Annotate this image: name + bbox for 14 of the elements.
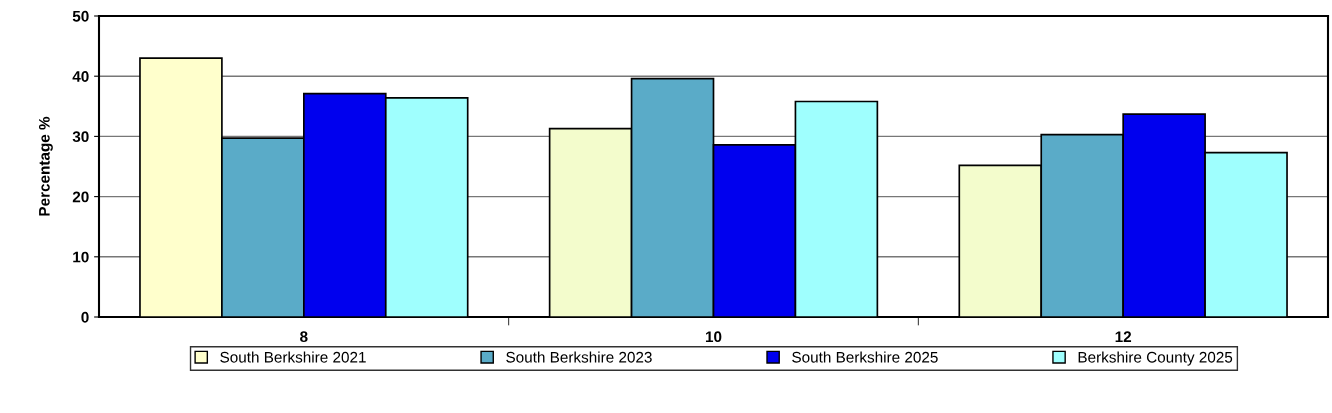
y-axis-title: Percentage % [38, 116, 53, 216]
y-tick-label: 0 [81, 311, 89, 323]
y-tick-label: 50 [72, 10, 89, 22]
legend-label: South Berkshire 2023 [506, 351, 652, 363]
legend-label: Berkshire County 2025 [1078, 351, 1233, 366]
y-tick-label: 10 [73, 251, 89, 263]
legend-label: South Berkshire 2021 [220, 351, 366, 363]
x-tick-label: 10 [705, 331, 722, 343]
y-tick-label: 30 [72, 131, 89, 143]
y-tick-label: 40 [72, 71, 89, 82]
x-tick-label: 8 [300, 331, 308, 343]
y-tick-label: 20 [72, 191, 89, 203]
legend-label: South Berkshire 2025 [792, 351, 938, 363]
x-tick-label: 12 [1115, 331, 1132, 342]
